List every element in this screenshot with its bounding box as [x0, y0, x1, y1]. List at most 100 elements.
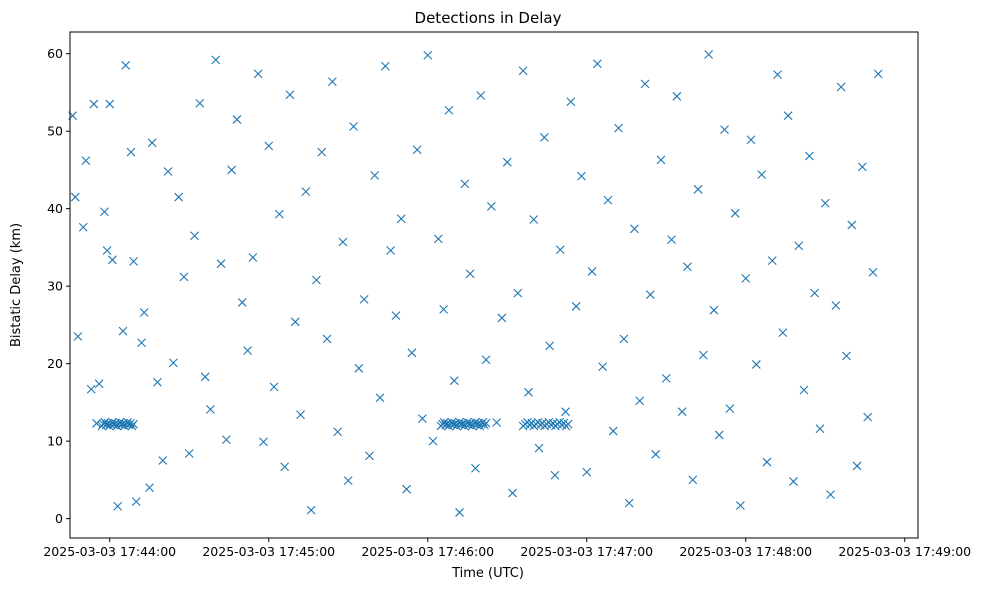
data-point	[455, 508, 464, 517]
data-point	[137, 338, 146, 348]
data-point	[630, 224, 639, 234]
data-point	[757, 170, 767, 179]
data-point	[237, 298, 247, 307]
data-point	[561, 407, 570, 417]
data-point	[667, 235, 676, 245]
chart-title: Detections in Delay	[415, 9, 562, 27]
data-point	[216, 259, 226, 269]
data-point	[380, 61, 390, 71]
data-point	[153, 377, 162, 387]
data-point	[322, 334, 332, 344]
data-point	[349, 122, 358, 131]
data-point	[89, 99, 99, 109]
data-point	[253, 69, 263, 79]
data-point	[280, 462, 290, 472]
data-point	[317, 147, 327, 157]
data-point	[831, 301, 841, 310]
data-point	[306, 505, 316, 515]
data-point	[269, 382, 279, 392]
data-point	[481, 418, 491, 428]
data-point	[789, 477, 798, 486]
data-point	[301, 187, 311, 197]
data-point	[195, 98, 205, 108]
data-point	[227, 165, 237, 175]
data-point	[285, 90, 295, 100]
data-point	[794, 241, 804, 251]
data-point	[661, 373, 671, 383]
data-point	[486, 201, 496, 211]
data-point	[736, 501, 745, 510]
data-point	[820, 198, 830, 208]
data-point	[211, 55, 221, 65]
x-tick-label: 2025-03-03 17:49:00	[838, 544, 971, 559]
data-point	[312, 275, 321, 285]
data-point	[566, 97, 576, 107]
data-point	[804, 151, 814, 161]
data-point	[815, 424, 825, 434]
data-point	[455, 417, 465, 427]
data-point	[179, 272, 189, 282]
data-point	[767, 256, 777, 265]
plot-area	[68, 31, 919, 539]
data-point	[158, 456, 168, 465]
data-point	[184, 449, 194, 458]
data-point	[190, 231, 199, 241]
data-point	[402, 484, 411, 494]
data-point	[354, 363, 364, 373]
data-point	[290, 317, 300, 327]
data-point	[70, 192, 80, 202]
data-point	[423, 50, 433, 60]
y-tick-label: 40	[47, 201, 63, 216]
data-point	[100, 207, 109, 217]
data-point	[587, 267, 597, 276]
data-point	[327, 77, 337, 86]
data-point	[857, 162, 867, 172]
data-point	[518, 66, 528, 76]
data-point	[447, 417, 457, 427]
data-point	[873, 69, 883, 79]
data-point	[126, 147, 136, 157]
data-point	[370, 170, 380, 180]
data-point	[78, 222, 88, 232]
data-point	[129, 419, 138, 429]
data-point	[131, 497, 141, 506]
data-point	[147, 138, 157, 148]
data-point	[343, 476, 353, 486]
data-point	[513, 288, 523, 298]
data-point	[868, 267, 878, 277]
data-point	[73, 332, 83, 341]
y-axis-label: Bistatic Delay (km)	[9, 223, 24, 347]
data-point	[86, 384, 96, 394]
data-point	[836, 82, 846, 92]
data-point	[508, 488, 517, 498]
data-point	[418, 414, 427, 424]
data-point	[471, 463, 480, 473]
data-point	[677, 407, 687, 417]
data-point	[619, 334, 629, 344]
data-point	[428, 436, 438, 446]
data-point	[656, 155, 666, 165]
data-point	[333, 427, 343, 437]
data-point	[412, 145, 422, 155]
data-point	[174, 192, 184, 202]
data-point	[751, 360, 761, 369]
data-point	[391, 311, 401, 320]
data-point	[746, 135, 756, 145]
data-point	[741, 274, 751, 283]
data-point	[582, 467, 592, 477]
scatter-marks	[68, 50, 883, 517]
data-point	[126, 418, 135, 428]
y-tick-label: 0	[55, 511, 63, 526]
data-point	[704, 50, 714, 59]
data-point	[481, 355, 491, 365]
x-tick-label: 2025-03-03 17:47:00	[520, 544, 653, 559]
y-tick-label: 60	[47, 46, 63, 61]
data-point	[449, 376, 459, 386]
data-point	[470, 417, 480, 427]
data-point	[439, 417, 449, 427]
data-point	[492, 418, 502, 427]
data-point	[359, 294, 369, 304]
data-point	[463, 417, 472, 427]
data-point	[539, 132, 549, 142]
